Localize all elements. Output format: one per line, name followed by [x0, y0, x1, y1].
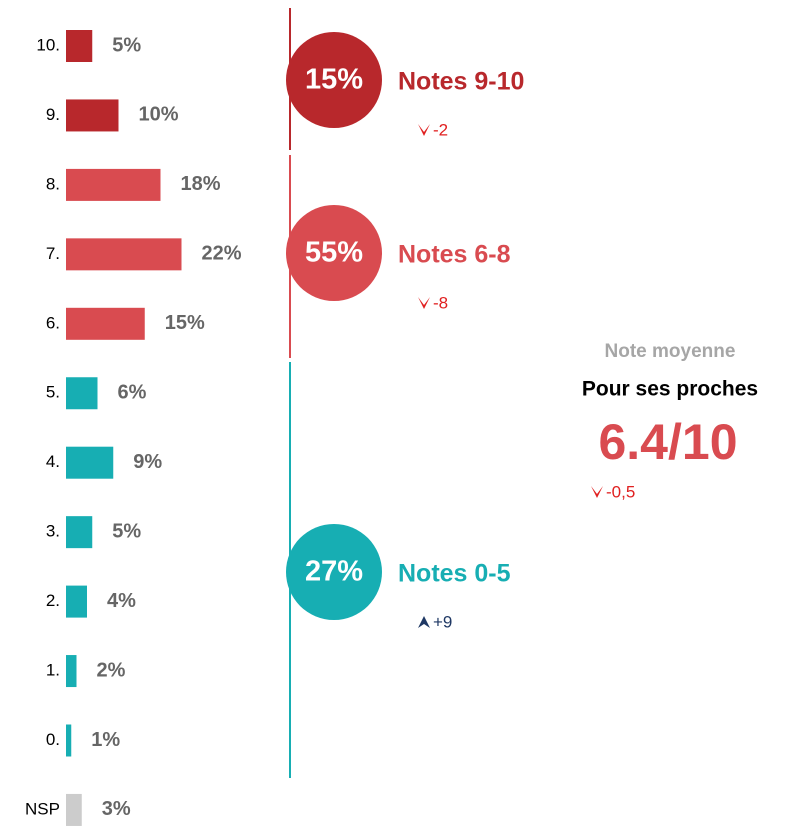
bar	[66, 724, 72, 757]
value-label: 5%	[112, 34, 141, 56]
category-label: 0.	[46, 730, 60, 749]
value-label: 10%	[139, 104, 179, 126]
category-label: 10.	[36, 35, 60, 54]
summary-title: Note moyenne	[605, 341, 736, 362]
bar	[66, 377, 98, 410]
group-change: +9	[433, 612, 452, 631]
group-circle	[286, 32, 382, 128]
value-label: 9%	[133, 451, 162, 473]
group-share: 15%	[305, 64, 363, 96]
change-arrow	[418, 297, 430, 309]
summary-subtitle: Pour ses proches	[582, 378, 758, 401]
category-label: 4.	[46, 452, 60, 471]
group-share: 55%	[305, 237, 363, 269]
bar	[66, 655, 77, 688]
bar	[66, 516, 93, 549]
change-arrow	[418, 124, 430, 136]
bar	[66, 99, 119, 132]
value-label: 5%	[112, 520, 141, 542]
category-label: 2.	[46, 591, 60, 610]
value-label: 6%	[118, 382, 147, 404]
group-change: -8	[433, 293, 448, 312]
group-circle	[286, 205, 382, 301]
value-label: 2%	[97, 659, 126, 681]
group-label: Notes 0-5	[398, 560, 511, 588]
bar	[66, 793, 82, 826]
category-label: 3.	[46, 522, 60, 541]
category-label: 7.	[46, 244, 60, 263]
group-label: Notes 9-10	[398, 68, 524, 96]
change-arrow	[418, 616, 430, 628]
value-label: 1%	[91, 729, 120, 751]
category-label: 5.	[46, 383, 60, 402]
summary-change: -0,5	[606, 482, 635, 501]
category-label: 1.	[46, 661, 60, 680]
bar	[66, 30, 93, 62]
group-circle	[286, 524, 382, 620]
value-label: 3%	[102, 798, 131, 820]
value-label: 15%	[165, 312, 205, 334]
category-label: NSP	[25, 799, 60, 818]
bar	[66, 238, 182, 271]
change-arrow	[591, 486, 603, 498]
value-label: 18%	[181, 173, 221, 195]
summary-score: 6.4/10	[598, 414, 737, 470]
value-label: 4%	[107, 590, 136, 612]
bar	[66, 585, 87, 618]
group-change: -2	[433, 120, 448, 139]
group-share: 27%	[305, 556, 363, 588]
bar	[66, 307, 145, 340]
category-label: 9.	[46, 105, 60, 124]
group-label: Notes 6-8	[398, 241, 511, 269]
category-label: 8.	[46, 174, 60, 193]
bar	[66, 168, 161, 201]
category-label: 6.	[46, 313, 60, 332]
value-label: 22%	[202, 243, 242, 265]
bar	[66, 446, 114, 479]
